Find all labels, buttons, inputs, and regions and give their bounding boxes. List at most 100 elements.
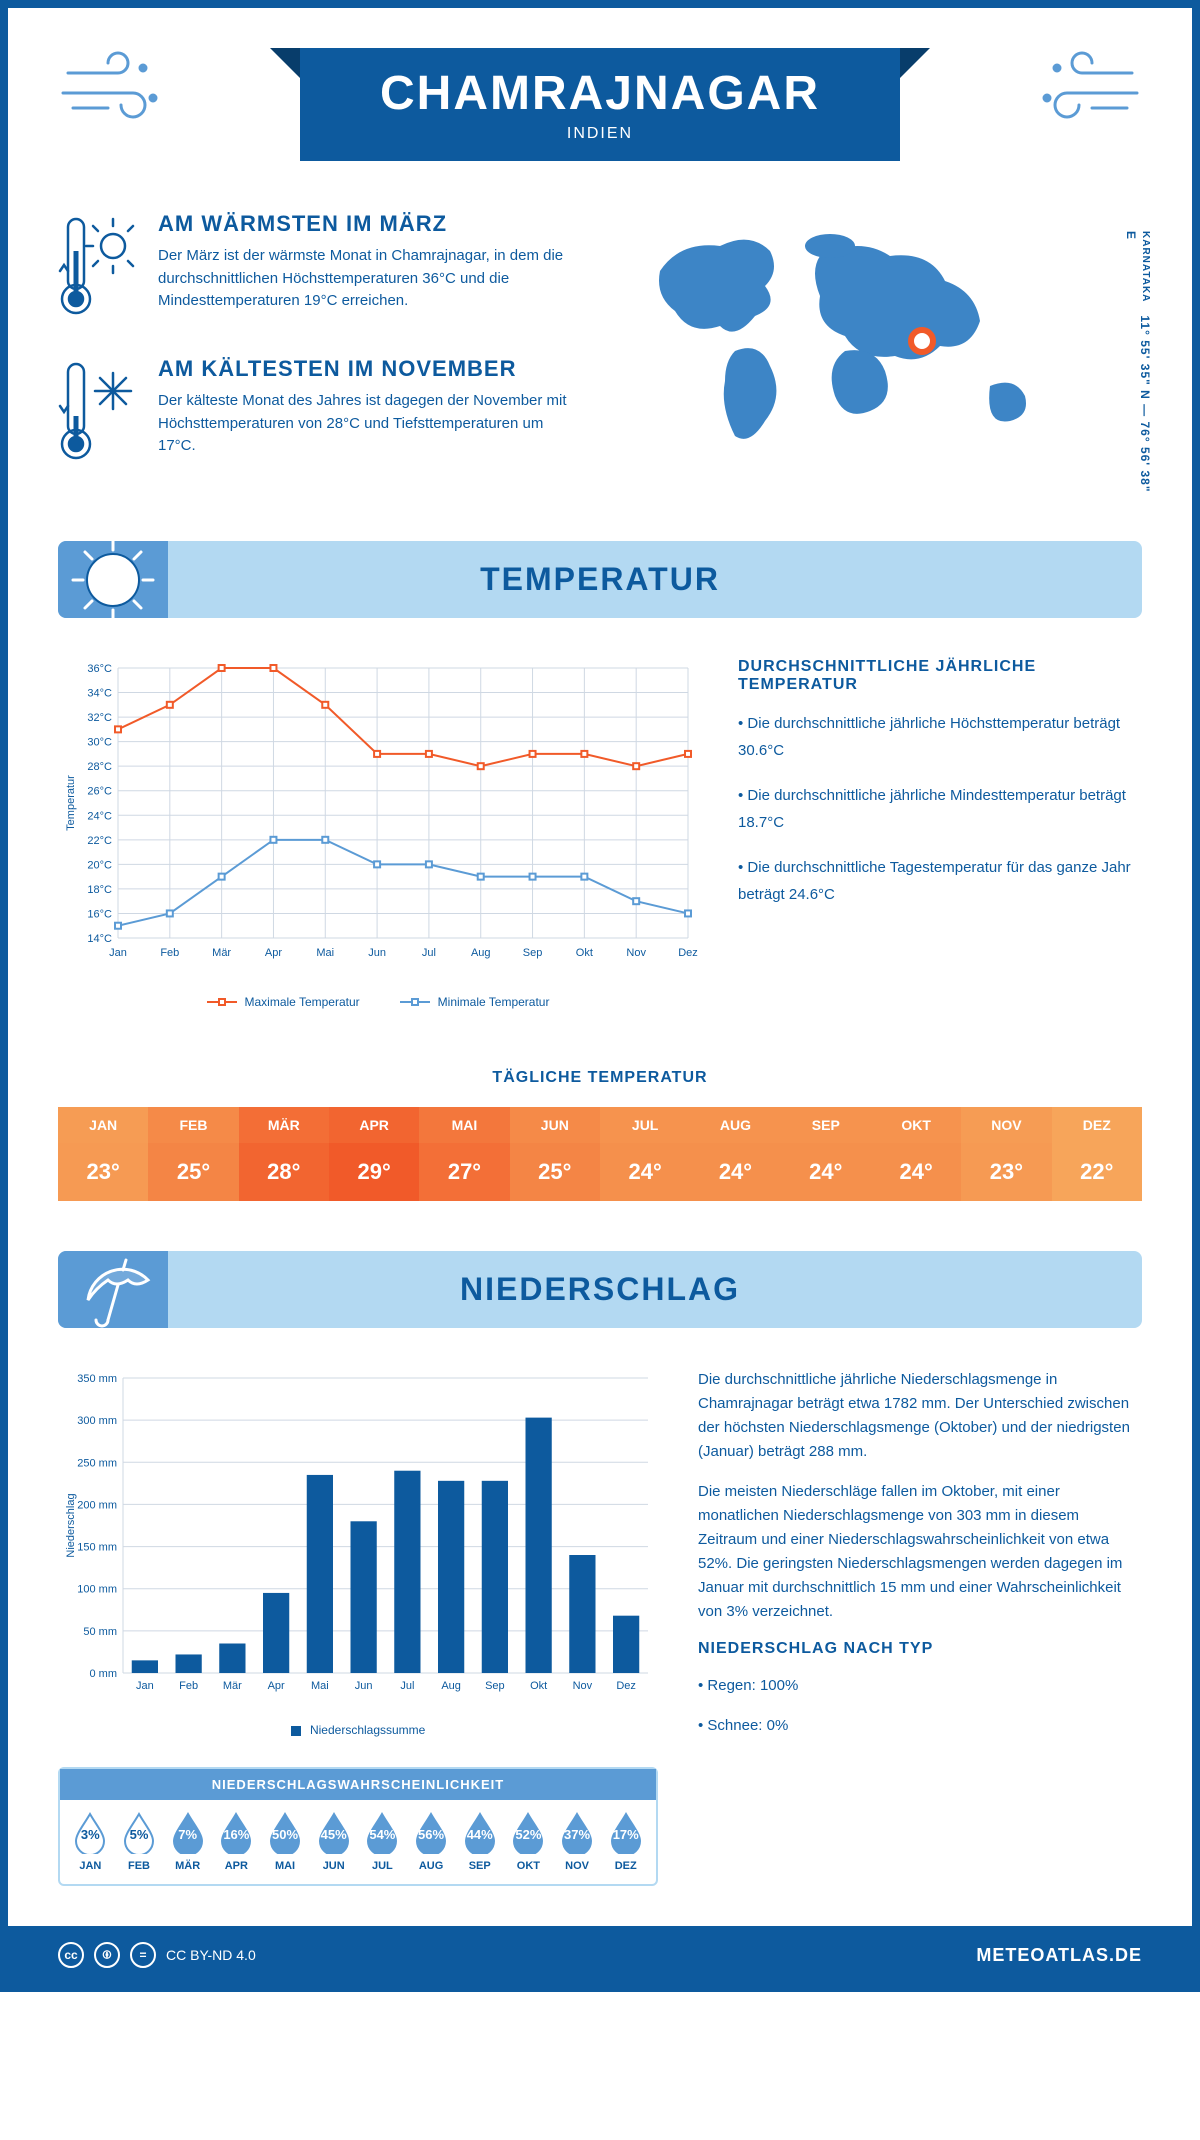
daily-temp-month: AUG	[690, 1107, 780, 1143]
daily-temp-col: JUL 24°	[600, 1107, 690, 1201]
prob-col: 5% FEB	[115, 1812, 164, 1872]
thermometer-hot-icon	[58, 211, 138, 326]
svg-text:Nov: Nov	[573, 1680, 593, 1692]
nd-icon: =	[130, 1942, 156, 1968]
intro-facts: AM WÄRMSTEN IM MÄRZ Der März ist der wär…	[58, 211, 580, 501]
precip-type-snow: • Schnee: 0%	[698, 1714, 1142, 1738]
raindrop-icon: 5%	[122, 1812, 156, 1854]
prob-pct: 17%	[613, 1827, 639, 1842]
svg-text:32°C: 32°C	[87, 712, 112, 724]
svg-text:Mär: Mär	[223, 1680, 242, 1692]
coldest-title: AM KÄLTESTEN IM NOVEMBER	[158, 356, 580, 382]
legend-min-label: Minimale Temperatur	[438, 995, 550, 1009]
daily-temp-value: 22°	[1052, 1143, 1142, 1201]
daily-temp-value: 25°	[510, 1143, 600, 1201]
prob-pct: 56%	[418, 1827, 444, 1842]
precip-left: 0 mm50 mm100 mm150 mm200 mm250 mm300 mm3…	[58, 1368, 658, 1886]
prob-pct: 3%	[81, 1827, 100, 1842]
prob-col: 56% AUG	[407, 1812, 456, 1872]
prob-col: 37% NOV	[553, 1812, 602, 1872]
precip-bar-chart: 0 mm50 mm100 mm150 mm200 mm250 mm300 mm3…	[58, 1368, 658, 1708]
raindrop-icon: 44%	[463, 1812, 497, 1854]
raindrop-icon: 17%	[609, 1812, 643, 1854]
temp-section-title: TEMPERATUR	[78, 561, 1122, 598]
precip-prob-title: NIEDERSCHLAGSWAHRSCHEINLICHKEIT	[60, 1769, 656, 1800]
prob-pct: 16%	[223, 1827, 249, 1842]
svg-text:Aug: Aug	[441, 1680, 461, 1692]
svg-text:Sep: Sep	[523, 947, 543, 959]
wind-icon-left	[58, 48, 168, 133]
daily-temp-month: OKT	[871, 1107, 961, 1143]
warmest-title: AM WÄRMSTEN IM MÄRZ	[158, 211, 580, 237]
svg-text:Jun: Jun	[368, 947, 386, 959]
prob-month: JUN	[309, 1860, 358, 1872]
footer: cc 🅯 = CC BY-ND 4.0 METEOATLAS.DE	[8, 1926, 1192, 1984]
raindrop-icon: 7%	[171, 1812, 205, 1854]
daily-temp-col: OKT 24°	[871, 1107, 961, 1201]
svg-text:Okt: Okt	[576, 947, 593, 959]
prob-month: NOV	[553, 1860, 602, 1872]
svg-text:18°C: 18°C	[87, 884, 112, 896]
raindrop-icon: 3%	[73, 1812, 107, 1854]
coordinates-label: KARNATAKA 11° 55' 35" N — 76° 56' 38" E	[1124, 231, 1152, 501]
svg-text:Apr: Apr	[265, 947, 282, 959]
svg-text:350 mm: 350 mm	[77, 1373, 117, 1385]
location-marker-icon	[911, 330, 933, 352]
svg-text:Mai: Mai	[311, 1680, 329, 1692]
daily-temp-col: JAN 23°	[58, 1107, 148, 1201]
daily-temp-col: SEP 24°	[781, 1107, 871, 1201]
thermometer-cold-icon	[58, 356, 138, 471]
daily-temp-col: FEB 25°	[148, 1107, 238, 1201]
svg-text:Aug: Aug	[471, 947, 491, 959]
daily-temp-col: JUN 25°	[510, 1107, 600, 1201]
daily-temp-value: 24°	[600, 1143, 690, 1201]
daily-temp-col: MÄR 28°	[239, 1107, 329, 1201]
temp-body: 14°C16°C18°C20°C22°C24°C26°C28°C30°C32°C…	[8, 618, 1192, 1049]
daily-temp-month: JUN	[510, 1107, 600, 1143]
prob-month: JUL	[358, 1860, 407, 1872]
license-text: CC BY-ND 4.0	[166, 1947, 256, 1963]
daily-temp-title: TÄGLICHE TEMPERATUR	[8, 1069, 1192, 1087]
svg-text:Feb: Feb	[179, 1680, 198, 1692]
warmest-fact: AM WÄRMSTEN IM MÄRZ Der März ist der wär…	[58, 211, 580, 326]
prob-col: 54% JUL	[358, 1812, 407, 1872]
svg-text:Jan: Jan	[136, 1680, 154, 1692]
raindrop-icon: 54%	[365, 1812, 399, 1854]
svg-text:26°C: 26°C	[87, 786, 112, 798]
svg-text:250 mm: 250 mm	[77, 1457, 117, 1469]
daily-temp-value: 24°	[690, 1143, 780, 1201]
prob-pct: 37%	[564, 1827, 590, 1842]
daily-temp-col: APR 29°	[329, 1107, 419, 1201]
svg-text:Jul: Jul	[422, 947, 436, 959]
svg-text:Mai: Mai	[316, 947, 334, 959]
daily-temp-col: NOV 23°	[961, 1107, 1051, 1201]
daily-temp-value: 27°	[419, 1143, 509, 1201]
svg-text:30°C: 30°C	[87, 737, 112, 749]
svg-text:Jan: Jan	[109, 947, 127, 959]
daily-temp-value: 23°	[58, 1143, 148, 1201]
prob-month: MAI	[261, 1860, 310, 1872]
temp-section-header: TEMPERATUR	[58, 541, 1142, 618]
prob-pct: 7%	[178, 1827, 197, 1842]
header: CHAMRAJNAGAR INDIEN	[8, 8, 1192, 191]
daily-temp-value: 28°	[239, 1143, 329, 1201]
prob-pct: 45%	[321, 1827, 347, 1842]
daily-temp-month: MÄR	[239, 1107, 329, 1143]
warmest-text: Der März ist der wärmste Monat in Chamra…	[158, 245, 580, 313]
region-label: KARNATAKA	[1140, 231, 1151, 302]
svg-text:14°C: 14°C	[87, 933, 112, 945]
daily-temp-month: NOV	[961, 1107, 1051, 1143]
prob-month: DEZ	[601, 1860, 650, 1872]
svg-text:Feb: Feb	[160, 947, 179, 959]
temp-desc-b1: • Die durchschnittliche jährliche Höchst…	[738, 710, 1142, 764]
svg-text:34°C: 34°C	[87, 688, 112, 700]
footer-site: METEOATLAS.DE	[976, 1945, 1142, 1966]
temp-desc-title: DURCHSCHNITTLICHE JÄHRLICHE TEMPERATUR	[738, 658, 1142, 694]
daily-temp-month: MAI	[419, 1107, 509, 1143]
page-subtitle: INDIEN	[380, 125, 820, 143]
precip-legend: Niederschlagssumme	[58, 1723, 658, 1737]
precip-prob-box: NIEDERSCHLAGSWAHRSCHEINLICHKEIT 3% JAN 5…	[58, 1767, 658, 1886]
precip-section-header: NIEDERSCHLAG	[58, 1251, 1142, 1328]
daily-temp-value: 23°	[961, 1143, 1051, 1201]
daily-temp-month: APR	[329, 1107, 419, 1143]
